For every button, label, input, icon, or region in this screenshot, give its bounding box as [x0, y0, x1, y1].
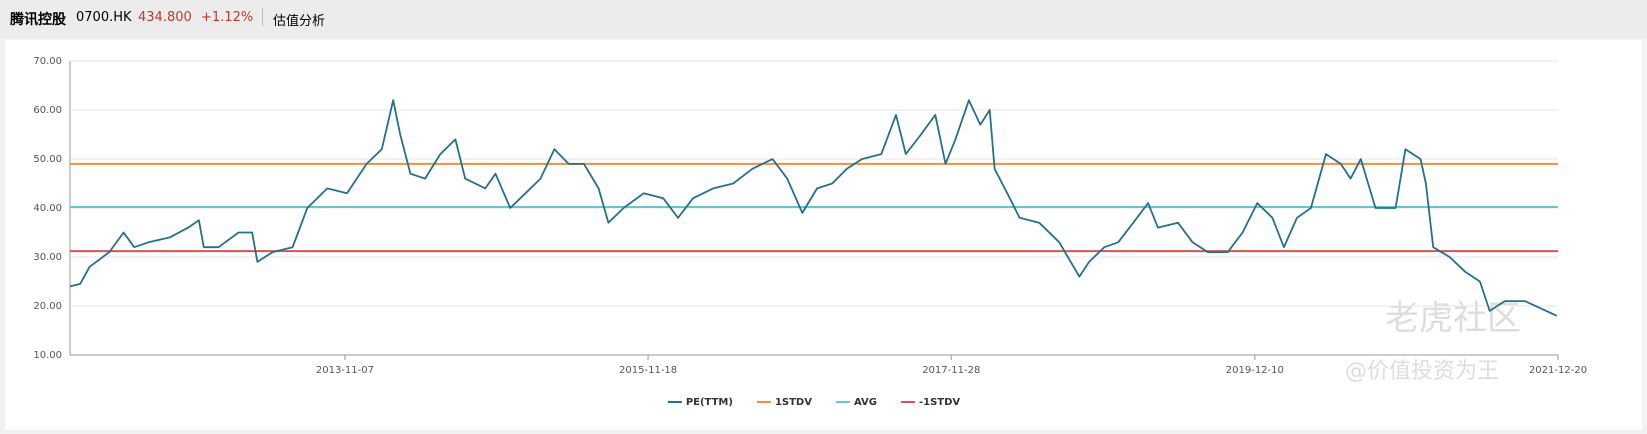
y-tick-label: 30.00	[33, 252, 62, 263]
legend-label: 1STDV	[775, 397, 812, 408]
chart-card: 老虎社区 @价值投资为王 10.00 20.00 30.00 40.00 50.00 60…	[5, 40, 1642, 430]
x-tick-label: 2021-12-20	[1529, 365, 1587, 376]
chart: 老虎社区 @价值投资为王 10.0020.0030.0040.0050.0060…	[33, 56, 1587, 408]
y-tick-label: 20.00	[33, 301, 62, 312]
y-tick-label: 60.00	[33, 105, 62, 116]
tab[interactable]: 估值分析	[273, 14, 326, 29]
y-tick-label: 40.00	[33, 203, 62, 214]
x-tick-label: 2019-12-10	[1226, 365, 1284, 376]
header-bar: 腾讯控股 0700.HK 434.800 +1.12% 估值分析	[0, 0, 1647, 38]
watermark-author: @价值投资为王	[1345, 359, 1499, 384]
stock-name: 腾讯控股	[10, 12, 66, 28]
pe-line	[69, 99, 1558, 317]
y-tick-label: 70.00	[33, 56, 62, 67]
divider	[262, 8, 263, 26]
stock-price: 434.800	[138, 10, 192, 25]
stock-change: +1.12%	[201, 10, 254, 25]
y-tick-label: 10.00	[33, 350, 62, 361]
legend-label: -1STDV	[919, 397, 960, 408]
x-tick-label: 2017-11-28	[922, 365, 980, 376]
legend-label: PE(TTM)	[686, 397, 733, 408]
x-tick-label: 2015-11-18	[619, 365, 677, 376]
x-tick-label: 2013-11-07	[316, 365, 374, 376]
legend-label: AVG	[854, 397, 877, 408]
y-tick-label: 50.00	[33, 154, 62, 165]
stock-code: 0700.HK	[76, 10, 132, 25]
